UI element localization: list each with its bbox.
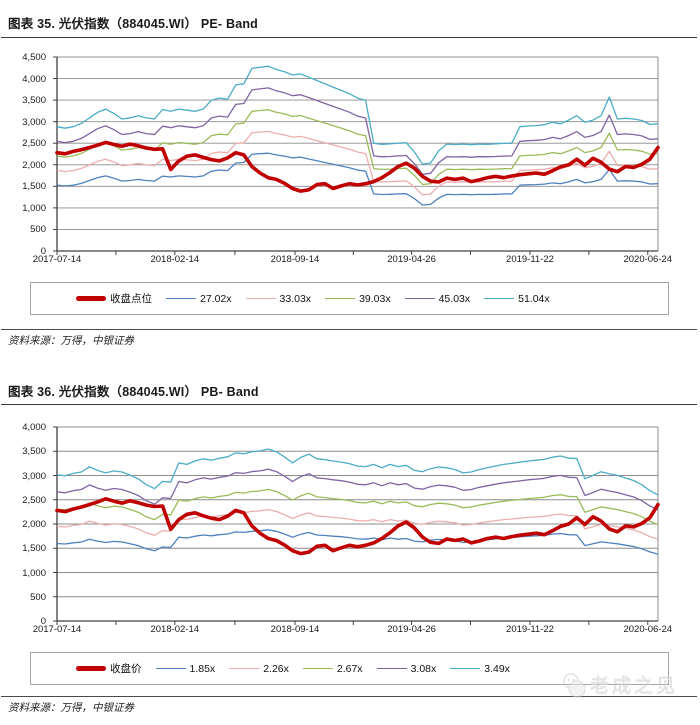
legend-line-swatch (245, 297, 276, 300)
band-line-51.04x (56, 65, 659, 165)
x-tick-label: 2020-06-24 (623, 624, 673, 635)
pb-band-chart-plot (53, 426, 660, 625)
legend-line-swatch (376, 667, 407, 670)
legend-item: 收盘价 (76, 661, 142, 676)
legend-line-swatch (155, 667, 186, 670)
y-tick-label: 500 (30, 591, 46, 603)
price-line (55, 497, 660, 556)
legend-line-swatch (302, 667, 333, 670)
source-rule (1, 329, 697, 330)
band-line-3.08x (56, 468, 659, 511)
legend-item: 27.02x (166, 293, 232, 305)
legend-item: 3.08x (376, 662, 437, 675)
y-tick-label: 1,500 (22, 543, 46, 555)
x-tick-label: 2020-06-24 (623, 254, 673, 265)
y-tick-label: 4,000 (22, 422, 46, 433)
y-tick-label: 1,000 (22, 567, 46, 579)
legend-item: 51.04x (484, 293, 550, 305)
y-tick-label: 0 (40, 616, 46, 627)
pe-band-chart-plot (53, 56, 660, 255)
legend-label: 3.49x (484, 662, 510, 675)
legend-label: 33.03x (279, 292, 312, 305)
legend-line-swatch (484, 297, 515, 300)
band-line-2.67x (56, 488, 659, 526)
legend-line-swatch (76, 666, 106, 671)
legend-label: 27.02x (200, 292, 232, 305)
legend-item: 收盘点位 (76, 291, 152, 306)
legend-item: 3.49x (450, 663, 510, 675)
x-tick-label: 2018-09-14 (270, 254, 320, 265)
price-line (55, 140, 660, 193)
title-rule (1, 37, 697, 38)
y-tick-label: 4,000 (22, 73, 46, 85)
legend-line-swatch (325, 297, 356, 300)
legend-label: 收盘点位 (110, 293, 152, 305)
legend-item: 45.03x (404, 292, 471, 305)
legend-item: 1.85x (155, 662, 216, 675)
pe-source-text: 资料来源：万得，中银证券 (8, 336, 134, 347)
x-tick-label: 2019-11-22 (506, 624, 554, 635)
pe-legend: 收盘点位 27.02x 33.03x 39.03x 45.03x 51.04x (30, 282, 669, 315)
pb-y-axis-labels: 0 500 1,000 1,500 2,000 2,500 3,000 3,500 4,000 (0, 422, 50, 627)
title-rule (1, 404, 697, 405)
y-tick-label: 1,500 (22, 181, 46, 193)
legend-item: 2.67x (302, 662, 363, 675)
band-line-3.49x (56, 448, 659, 496)
x-tick-label: 2018-02-14 (150, 624, 200, 635)
y-tick-label: 0 (40, 246, 46, 257)
y-tick-label: 3,500 (22, 95, 46, 107)
x-tick-label: 2019-04-26 (387, 254, 436, 265)
legend-line-swatch (450, 667, 481, 670)
legend-line-swatch (166, 297, 196, 300)
band-line-2.26x (56, 508, 659, 540)
figure-pb-title: 图表 36. 光伏指数（884045.WI） PB- Band (8, 385, 259, 399)
legend-label: 51.04x (518, 292, 550, 305)
pb-x-axis-labels: 2017-07-14 2018-02-14 2018-09-14 2019-04-26… (33, 624, 672, 637)
legend-label: 45.03x (438, 292, 471, 305)
x-tick-label: 2018-02-14 (150, 254, 200, 265)
y-tick-label: 4,500 (22, 52, 46, 63)
y-tick-label: 2,000 (22, 159, 46, 171)
band-line-27.02x (56, 152, 659, 206)
y-tick-label: 500 (30, 224, 46, 236)
x-tick-label: 2019-04-26 (387, 624, 436, 635)
x-tick-label: 2018-09-14 (270, 624, 320, 635)
legend-line-swatch (404, 297, 435, 300)
y-tick-label: 3,500 (22, 446, 46, 458)
pe-y-axis-labels: 0 500 1,000 1,500 2,000 2,500 3,000 3,500 4,000 4… (0, 52, 50, 257)
x-tick-label: 2017-07-14 (32, 254, 82, 265)
y-tick-label: 2,000 (22, 519, 46, 530)
legend-item: 33.03x (245, 292, 312, 305)
y-tick-label: 3,000 (22, 116, 46, 128)
legend-label: 1.85x (189, 662, 216, 675)
legend-label: 3.08x (410, 662, 437, 675)
y-tick-label: 3,000 (22, 470, 46, 482)
y-tick-label: 2,500 (22, 138, 46, 150)
pe-x-axis-labels: 2017-07-14 2018-02-14 2018-09-14 2019-04-26… (33, 254, 672, 267)
pb-legend: 收盘价 1.85x 2.26x 2.67x 3.08x 3.49x (30, 652, 669, 685)
y-tick-label: 2,500 (22, 494, 46, 506)
pb-source-text: 资料来源：万得，中银证券 (8, 703, 134, 714)
y-tick-label: 1,000 (22, 202, 46, 214)
legend-label: 收盘价 (110, 663, 142, 675)
band-line-45.03x (56, 87, 659, 175)
source-rule (1, 696, 697, 697)
figure-pe-title: 图表 35. 光伏指数（884045.WI） PE- Band (8, 17, 259, 31)
legend-line-swatch (76, 296, 106, 301)
legend-label: 2.67x (336, 662, 363, 675)
legend-label: 39.03x (359, 292, 391, 305)
legend-item: 39.03x (325, 293, 391, 305)
legend-label: 2.26x (263, 662, 289, 675)
band-line-1.85x (56, 529, 659, 555)
legend-line-swatch (229, 667, 260, 670)
x-tick-label: 2019-11-22 (506, 254, 554, 265)
legend-item: 2.26x (229, 663, 289, 675)
x-tick-label: 2017-07-14 (32, 624, 82, 635)
